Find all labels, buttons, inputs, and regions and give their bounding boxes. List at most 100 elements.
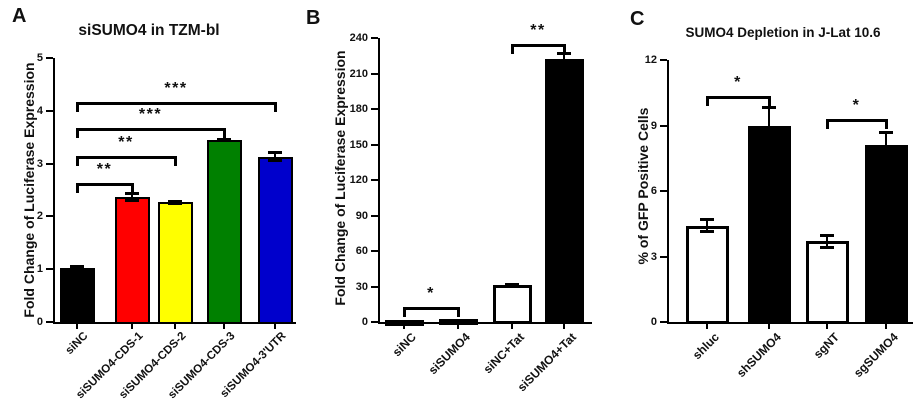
panel-c-error-bar-stem [768,106,770,145]
panel-c-error-bar-stem [826,234,828,248]
panel-a-x-tick [174,324,176,329]
panel-c-sig-bracket-drop-left [826,118,829,129]
panel-a-error-bar-cap-bottom [268,159,282,163]
panel-c-x-tick [768,324,770,329]
panel-a-sig-bracket-line [76,183,134,187]
panel-c-error-bar-stem [706,219,708,233]
panel-a-sig-bracket-line [76,101,277,105]
panel-b-error-bar-cap-bottom [557,63,571,67]
panel-a-bar-sisumo4-cds-2 [157,202,193,324]
panel-a-title: siSUMO4 in TZM-bl [78,22,220,39]
panel-b-y-axis-label: Fold Change of Luciferase Expression [332,50,348,306]
panel-a-error-bar-cap-top [268,150,282,154]
panel-c-y-tick-label: 3 [650,250,657,263]
panel-c-y-axis [667,60,669,324]
panel-a-bar-sisumo4-cds-1 [114,196,150,324]
panel-a-y-tick [46,215,53,218]
panel-a-sig-bracket-line [76,128,226,132]
panel-c-sig-bracket-line [826,118,888,122]
panel-b-bar-sisumo4-tat [544,59,584,324]
panel-a-sig-bracket-drop-left [76,156,79,167]
panel-b-letter: B [306,7,321,29]
panel-a-error-bar-stem [76,265,78,270]
panel-b-y-tick [371,321,378,323]
panel-c-error-bar-cap-bottom [820,245,834,249]
panel-c-y-tick-label: 0 [650,316,657,328]
panel-a-x-tick [76,324,78,329]
panel-c-title: SUMO4 Depletion in J-Lat 10.6 [685,25,881,40]
panel-a-sig-stars: ** [118,134,134,152]
panel-a-y-tick [46,321,53,323]
panel-a-y-tick [46,57,53,59]
panel-c-y-tick [660,255,667,258]
panel-c-y-tick-label: 9 [650,119,657,132]
panel-c-error-bar-cap-bottom [879,156,893,160]
panel-b-y-tick-label: 150 [349,138,368,151]
panel-c-error-bar-cap-bottom [762,142,776,146]
panel-a-sig-bracket-drop-right [223,128,226,139]
panel-c-y-tick-label: 12 [644,54,657,66]
panel-b-x-tick [457,324,459,329]
panel-a-error-bar-cap-bottom [168,201,182,205]
panel-a-y-tick [46,162,53,165]
panel-c-bar-sgsumo4 [864,145,908,324]
panel-b-y-tick [371,285,378,288]
panel-a-y-tick-label: 4 [36,104,43,117]
panel-b-sig-bracket-line [511,43,566,47]
panel-b-y-tick [371,37,378,39]
panel-c-sig-stars: * [734,74,742,92]
panel-c-sig-bracket-drop-right [768,96,771,107]
panel-c-category-label-sgsumo4: sgSUMO4 [850,330,901,380]
panel-b-x-tick [511,324,513,329]
panel-c-bar-sgnt [805,241,849,324]
panel-c-bar-shluc [685,225,729,324]
panel-b-sig-bracket-drop-left [511,43,514,54]
panel-a-sig-bracket-line [76,156,177,160]
panel-a-sig-bracket-drop-right [274,101,277,112]
panel-c-error-bar-stem [885,132,887,159]
panel-b-x-tick [563,324,565,329]
panel-b-y-tick-label: 90 [355,209,368,222]
panel-a-bar-sisumo4-3-utr [257,156,293,324]
panel-a-sig-bracket-drop-left [76,101,79,112]
panel-b-y-tick-label: 240 [349,32,368,44]
panel-b-y-tick-label: 30 [355,280,368,293]
panel-a-category-label-sisumo4-3-utr: siSUMO4-3'UTR [218,330,289,401]
panel-a-error-bar-stem [131,192,133,202]
panel-c-error-bar-cap-top [762,105,776,109]
panel-a-x-tick [131,324,133,329]
panel-b-y-tick [371,108,378,110]
panel-c-letter: C [630,8,645,30]
panel-b-sig-bracket-line [403,306,460,310]
panel-c-sig-bracket-drop-left [706,96,709,107]
panel-b-error-bar-stem [563,53,565,66]
panel-a-y-tick-label: 1 [36,263,43,276]
panel-a-y-tick-label: 0 [36,316,43,328]
panel-b-y-tick-label: 180 [349,103,368,115]
panel-c-x-tick [826,324,828,329]
panel-a-error-bar-cap-top [168,199,182,203]
panel-b-x-tick [403,324,405,329]
panel-a-sig-stars: *** [164,79,188,97]
panel-b-sig-bracket-drop-right [563,43,566,54]
panel-a-y-axis-label: Fold Change of Luciferase Expression [21,62,37,318]
panel-a-error-bar-cap-top [70,264,84,268]
panel-c-sig-bracket-line [706,96,771,100]
panel-a-y-tick-label: 5 [36,52,43,64]
panel-a-bar-sinc [59,267,95,324]
panel-c-y-axis-label: % of GFP Positive Cells [635,107,651,265]
panel-a-category-label-sisumo4-cds-1: siSUMO4-CDS-1 [74,330,146,402]
panel-a-error-bar-stem [274,151,276,162]
panel-c-sig-bracket-drop-right [885,118,888,129]
panel-a-error-bar-cap-top [125,191,139,195]
panel-a-sig-bracket-drop-right [131,183,134,194]
panel-c-error-bar-cap-top [879,131,893,135]
panel-b-error-bar-cap-bottom [505,284,519,288]
panel-b-x-axis [378,322,592,324]
panel-b-y-tick [371,72,378,75]
panel-a-x-tick [223,324,225,329]
panel-a-y-axis [53,58,55,324]
panel-a-error-bar-cap-bottom [70,267,84,271]
panel-b-sig-stars: * [427,284,435,302]
